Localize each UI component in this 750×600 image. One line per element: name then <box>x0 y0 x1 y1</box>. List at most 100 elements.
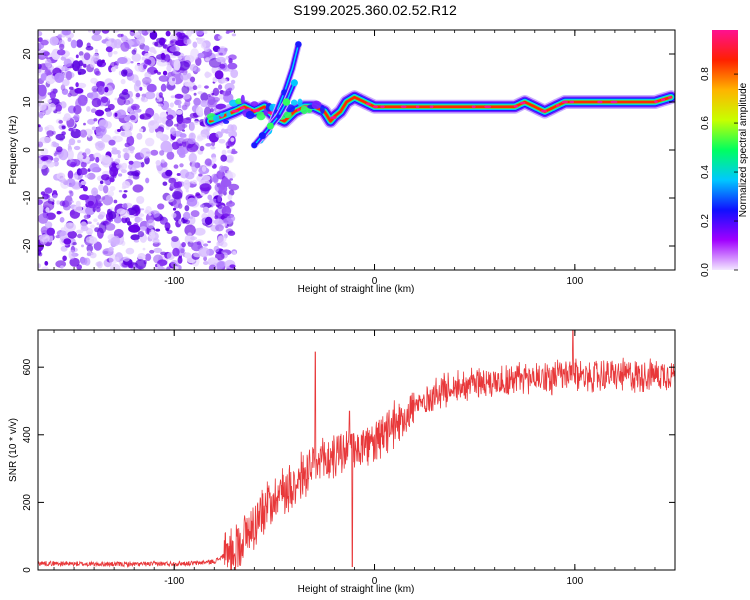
noise-speckle <box>204 216 213 225</box>
noise-speckle <box>113 136 117 140</box>
noise-speckle <box>131 160 142 169</box>
spectrogram-x-ticks: -100 0 100 <box>53 30 676 287</box>
ridge-peak-spot <box>569 100 574 104</box>
noise-speckle <box>44 261 48 265</box>
noise-speckle <box>100 96 109 103</box>
noise-speckle <box>80 161 87 168</box>
noise-speckle <box>146 30 154 33</box>
noise-speckle <box>200 192 205 196</box>
noise-speckle <box>72 242 77 246</box>
noise-speckle <box>92 53 100 62</box>
noise-speckle <box>182 117 192 124</box>
noise-speckle <box>176 121 186 131</box>
noise-speckle <box>104 223 116 231</box>
noise-speckle <box>83 122 86 126</box>
noise-speckle <box>190 48 200 60</box>
noise-speckle <box>144 71 152 79</box>
noise-speckle <box>199 204 205 208</box>
ridge-blob <box>223 119 230 124</box>
spectrogram-y-tick-label: 10 <box>22 96 33 108</box>
noise-speckle <box>44 221 53 229</box>
noise-speckle <box>139 128 144 132</box>
noise-speckle <box>194 162 201 169</box>
noise-speckle <box>84 174 90 178</box>
noise-speckle <box>62 255 67 262</box>
noise-speckle <box>50 197 54 201</box>
noise-speckle <box>67 92 72 98</box>
noise-speckle <box>211 92 215 96</box>
noise-speckle <box>213 245 220 253</box>
noise-speckle <box>77 139 81 144</box>
ridge-blob <box>213 115 220 122</box>
noise-speckle <box>83 214 90 220</box>
ridge-blob <box>320 105 325 114</box>
noise-speckle <box>125 217 131 224</box>
noise-speckle <box>38 63 42 69</box>
noise-speckle <box>56 49 66 56</box>
snr-x-label: Height of straight line (km) <box>298 584 415 595</box>
noise-speckle <box>154 41 159 47</box>
noise-speckle <box>84 148 91 155</box>
noise-speckle <box>78 154 84 159</box>
noise-speckle <box>159 111 168 122</box>
noise-speckle <box>66 149 74 161</box>
noise-speckle <box>117 33 123 38</box>
colorbar-tick-label: 0.0 <box>700 263 711 277</box>
noise-speckle <box>160 83 167 92</box>
noise-speckle <box>160 251 167 255</box>
noise-speckle <box>59 43 65 50</box>
noise-speckle <box>97 59 103 67</box>
noise-speckle <box>181 93 191 100</box>
noise-speckle <box>157 203 165 210</box>
noise-speckle <box>45 56 49 60</box>
branch-blob <box>290 79 298 87</box>
noise-speckle <box>220 154 227 162</box>
ridge-peak-spot <box>415 105 420 109</box>
noise-speckle <box>137 253 146 260</box>
noise-speckle <box>178 104 182 109</box>
noise-speckle <box>212 97 220 102</box>
noise-speckle <box>140 147 151 159</box>
noise-speckle <box>128 164 133 170</box>
spectrogram-y-tick-label: 20 <box>22 48 33 60</box>
noise-speckle <box>181 242 186 248</box>
noise-speckle <box>90 108 97 113</box>
noise-speckle <box>38 161 48 170</box>
noise-speckle <box>129 115 136 121</box>
noise-speckle <box>81 244 84 248</box>
noise-speckle <box>214 218 224 226</box>
noise-speckle <box>63 204 71 211</box>
noise-speckle <box>90 60 95 68</box>
noise-speckle <box>204 71 210 79</box>
noise-speckle <box>103 185 109 194</box>
noise-speckle <box>95 125 107 136</box>
noise-speckle <box>58 120 63 124</box>
noise-speckle <box>80 55 84 59</box>
noise-speckle <box>179 137 189 142</box>
noise-speckle <box>56 210 62 215</box>
noise-speckle <box>176 147 186 156</box>
noise-speckle <box>181 123 188 128</box>
noise-speckle <box>128 224 141 233</box>
noise-speckle <box>136 132 143 140</box>
noise-speckle <box>207 194 213 200</box>
noise-speckle <box>73 114 80 121</box>
noise-speckle <box>160 140 172 153</box>
noise-speckle <box>172 51 181 56</box>
noise-speckle <box>60 56 66 61</box>
noise-speckle <box>144 59 151 65</box>
colorbar-tick-label: 0.6 <box>700 116 711 130</box>
noise-speckle <box>87 221 92 224</box>
noise-speckle <box>130 103 140 110</box>
noise-speckle <box>94 109 105 117</box>
noise-speckle <box>113 199 118 204</box>
noise-speckle <box>49 91 56 100</box>
noise-speckle <box>228 130 238 139</box>
noise-speckle <box>224 171 236 179</box>
noise-speckle <box>174 99 179 106</box>
noise-speckle <box>196 241 202 246</box>
snr-y-tick-label: 400 <box>22 426 33 443</box>
noise-speckle <box>186 143 199 153</box>
noise-speckle <box>156 263 160 268</box>
noise-speckle <box>60 265 64 268</box>
